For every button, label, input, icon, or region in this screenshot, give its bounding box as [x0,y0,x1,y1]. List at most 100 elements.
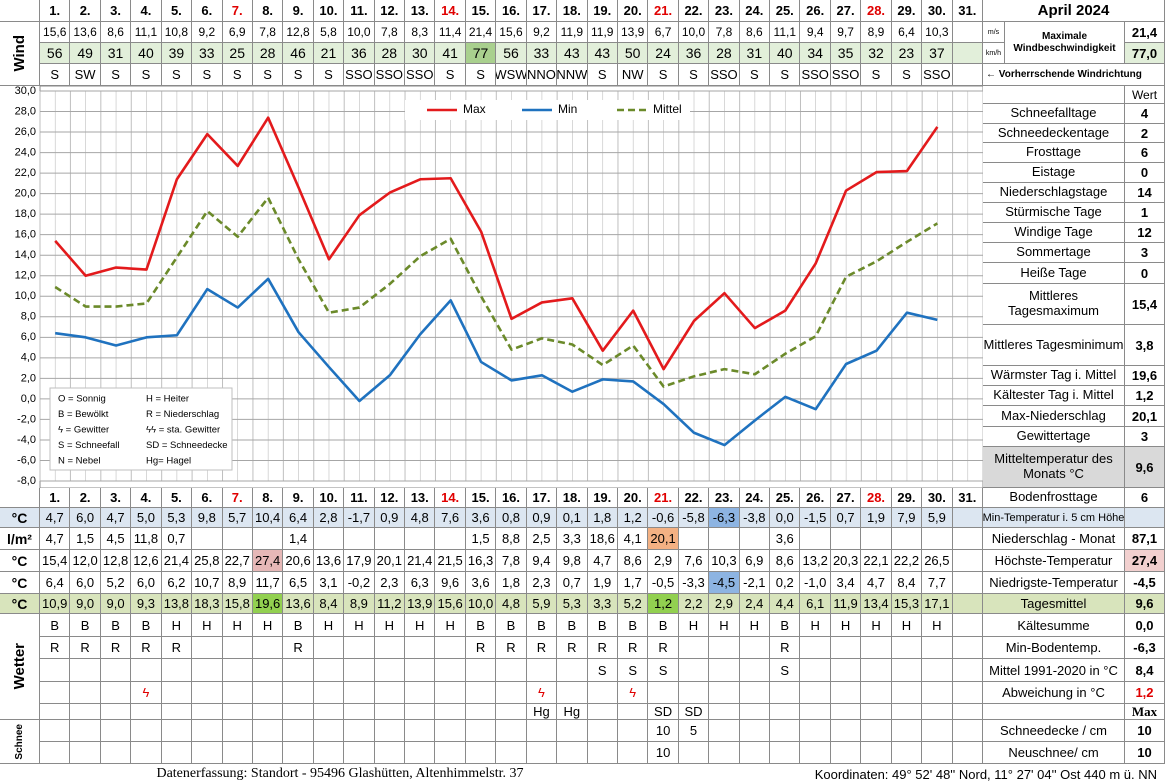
day-cell: 4,8 [405,508,436,528]
day-cell [222,659,253,682]
day-header: 3. [100,488,132,508]
wind-kmh: 25 [222,43,253,64]
day-cell: -1,0 [800,572,831,594]
day-cell [252,742,284,764]
day-cell: 20,3 [830,550,862,572]
wind-direction: S [161,64,193,86]
wind-kmh: 21 [313,43,345,64]
day-cell: 10,9 [40,594,71,614]
day-cell [131,659,162,682]
day-cell: B [465,614,497,637]
wind-kmh: 77 [465,43,497,64]
wind-direction: S [465,64,497,86]
day-cell [222,720,253,742]
day-cell: 6,3 [405,572,436,594]
day-cell: -5,8 [678,508,710,528]
day-cell: 5,2 [617,594,649,614]
wind-direction: S [283,64,314,86]
day-cell [252,704,284,720]
day-cell [557,659,588,682]
wind-ms: 15,6 [40,22,71,43]
stat-value: 0 [1125,263,1165,284]
day-header: 10. [313,0,345,22]
code-legend-item: SD = Schneedecke [146,440,228,451]
stat-label: Mittleres Tagesmaximum [983,284,1125,325]
code-legend-box [49,387,233,471]
day-cell [313,682,345,704]
wind-kmh: 31 [100,43,132,64]
day-header: 5. [161,488,193,508]
day-cell [100,659,132,682]
day-cell: 0,9 [526,508,558,528]
y-tick-label: 6,0 [21,331,36,343]
day-cell [192,682,223,704]
wind-ms: 7,8 [252,22,284,43]
day-cell: 13,6 [313,550,345,572]
row-value: 87,1 [1125,528,1165,550]
wind-ms: 11,1 [770,22,801,43]
row-value: -6,3 [1125,637,1165,659]
day-cell: R [465,637,497,659]
day-cell [283,704,314,720]
day-cell [891,528,923,550]
legend-label: Min [558,102,577,116]
day-cell: 13,6 [283,594,314,614]
day-cell: 7,9 [891,508,923,528]
day-cell: H [800,614,831,637]
day-cell: 13,4 [861,594,892,614]
wind-kmh [952,43,983,64]
day-cell: 6,5 [283,572,314,594]
day-cell [800,720,831,742]
day-cell: 5,0 [131,508,162,528]
wind-ms: 7,8 [374,22,406,43]
day-cell: ϟ [617,682,649,704]
day-cell: B [587,614,618,637]
row-label: Abweichung in °C [983,682,1125,704]
day-cell: 0,7 [557,572,588,594]
day-cell [922,528,953,550]
wind-kmh: 41 [435,43,466,64]
day-cell [435,637,466,659]
wind-label-text: Wind [11,35,28,72]
day-cell: S [617,659,649,682]
day-cell: 11,8 [131,528,162,550]
stat-value: 1 [1125,203,1165,223]
day-cell [405,659,436,682]
day-cell: 0,0 [770,508,801,528]
day-cell: R [557,637,588,659]
day-cell: 18,3 [192,594,223,614]
day-cell: 3,6 [465,508,497,528]
day-cell: 10,7 [192,572,223,594]
day-cell: -0,2 [344,572,375,594]
y-tick-label: -8,0 [17,475,36,487]
day-cell [952,550,983,572]
day-cell [891,704,923,720]
day-cell [678,637,710,659]
stat-label: Schneefalltage [983,104,1125,124]
unit-ms: m/s [983,22,1005,43]
day-cell: 16,3 [465,550,497,572]
day-cell [252,682,284,704]
day-cell [770,682,801,704]
code-legend-item: S = Schneefall [58,440,120,451]
day-cell: B [648,614,679,637]
max-wind-label: Maximale Windbeschwindigkeit [1005,22,1125,64]
day-cell [405,742,436,764]
day-cell: 9,6 [435,572,466,594]
day-cell [648,682,679,704]
wind-ms: 6,7 [648,22,679,43]
day-cell [222,637,253,659]
day-header: 20. [617,488,649,508]
day-header: 7. [222,0,253,22]
day-cell: H [739,614,771,637]
wind-kmh: 32 [861,43,892,64]
day-cell: B [770,614,801,637]
wind-ms: 9,2 [192,22,223,43]
day-cell: 2,2 [678,594,710,614]
row-value: 10 [1125,720,1165,742]
day-cell: 6,4 [40,572,71,594]
day-cell: 2,9 [709,594,740,614]
day-cell [313,704,345,720]
day-header: 30. [922,488,953,508]
day-cell [678,682,710,704]
